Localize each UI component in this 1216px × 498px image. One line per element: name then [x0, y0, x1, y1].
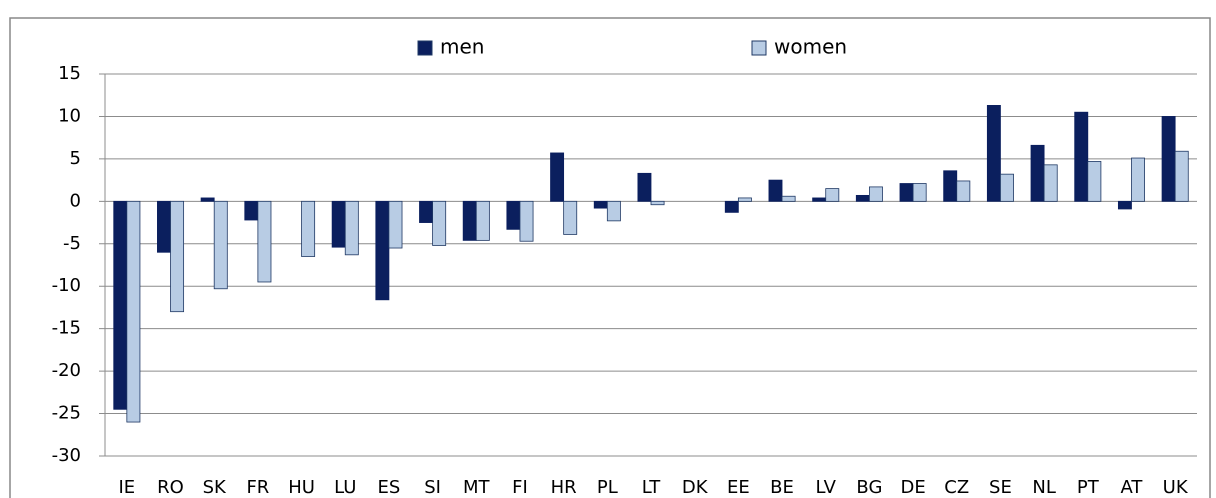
y-tick-label: -20 — [52, 360, 81, 381]
chart-border — [9, 17, 1211, 498]
bar — [956, 180, 971, 202]
x-tick-label: FR — [246, 477, 269, 498]
bar — [344, 200, 359, 256]
x-tick-label: LV — [816, 477, 837, 498]
legend-label: women — [774, 35, 847, 59]
bar — [157, 200, 171, 253]
y-tick-label: 0 — [70, 190, 81, 211]
bar — [462, 200, 477, 241]
bar — [855, 194, 870, 202]
x-tick-label: BE — [770, 477, 794, 498]
bar — [1043, 164, 1058, 202]
x-tick-label: LT — [642, 477, 662, 498]
x-tick-label: HU — [288, 477, 315, 498]
x-tick-label: LU — [334, 477, 356, 498]
y-tick-label: 10 — [58, 105, 81, 126]
bar — [781, 195, 796, 202]
x-tick-label: FI — [512, 477, 528, 498]
x-tick-label: PL — [597, 477, 618, 498]
y-tick-label: 5 — [70, 148, 81, 169]
bar — [519, 200, 534, 242]
x-tick-label: PT — [1077, 477, 1100, 498]
x-tick-label: UK — [1163, 477, 1189, 498]
bar — [506, 200, 521, 230]
legend-swatch — [417, 40, 433, 56]
bar — [113, 200, 128, 410]
bar — [419, 200, 434, 223]
y-tick-label: -5 — [63, 233, 81, 254]
bar — [170, 200, 185, 313]
bar — [257, 200, 272, 283]
bar — [331, 200, 346, 248]
x-tick-label: SK — [203, 477, 227, 498]
y-tick-label: -15 — [52, 318, 81, 339]
bar — [126, 200, 141, 423]
bar — [1087, 161, 1102, 202]
bar — [200, 197, 215, 202]
y-tick-label: -30 — [52, 445, 81, 466]
y-tick-label: -25 — [52, 403, 81, 424]
x-tick-label: EE — [727, 477, 750, 498]
bar — [869, 186, 883, 202]
bar — [899, 183, 914, 202]
bar — [475, 200, 490, 241]
bar — [606, 200, 621, 222]
bar — [388, 200, 403, 249]
x-tick-label: ES — [378, 477, 401, 498]
x-tick-label: CZ — [944, 477, 969, 498]
bar — [1030, 144, 1045, 202]
bar — [912, 183, 927, 202]
x-tick-label: NL — [1032, 477, 1056, 498]
bar — [550, 152, 565, 202]
x-tick-label: SI — [424, 477, 441, 498]
bar — [301, 200, 316, 257]
bar — [1174, 150, 1189, 202]
legend-swatch — [751, 40, 767, 56]
x-tick-label: SE — [989, 477, 1012, 498]
bar — [213, 200, 228, 290]
bar — [1131, 157, 1145, 202]
x-tick-label: DK — [682, 477, 709, 498]
bar — [986, 105, 1001, 202]
bar — [768, 179, 783, 202]
x-tick-label: AT — [1121, 477, 1144, 498]
bar — [563, 200, 578, 235]
bar — [812, 197, 827, 202]
bar — [244, 200, 259, 221]
bar — [650, 200, 665, 206]
bar — [943, 170, 958, 202]
x-tick-label: IE — [118, 477, 135, 498]
bar — [637, 172, 652, 202]
bar — [737, 197, 752, 202]
bar — [1161, 116, 1176, 202]
bar — [375, 200, 390, 301]
bar — [1000, 173, 1014, 202]
bar — [724, 200, 739, 213]
bar — [593, 200, 608, 209]
x-tick-label: MT — [463, 477, 491, 498]
y-tick-label: -10 — [52, 275, 81, 296]
x-tick-label: HR — [551, 477, 577, 498]
legend-label: men — [440, 35, 484, 59]
y-tick-label: 15 — [58, 63, 81, 84]
bar — [1074, 111, 1089, 202]
bar — [432, 200, 447, 246]
x-tick-label: RO — [157, 477, 184, 498]
bar — [825, 188, 840, 202]
x-tick-label: BG — [856, 477, 882, 498]
x-tick-label: DE — [900, 477, 925, 498]
bar — [1117, 200, 1132, 210]
